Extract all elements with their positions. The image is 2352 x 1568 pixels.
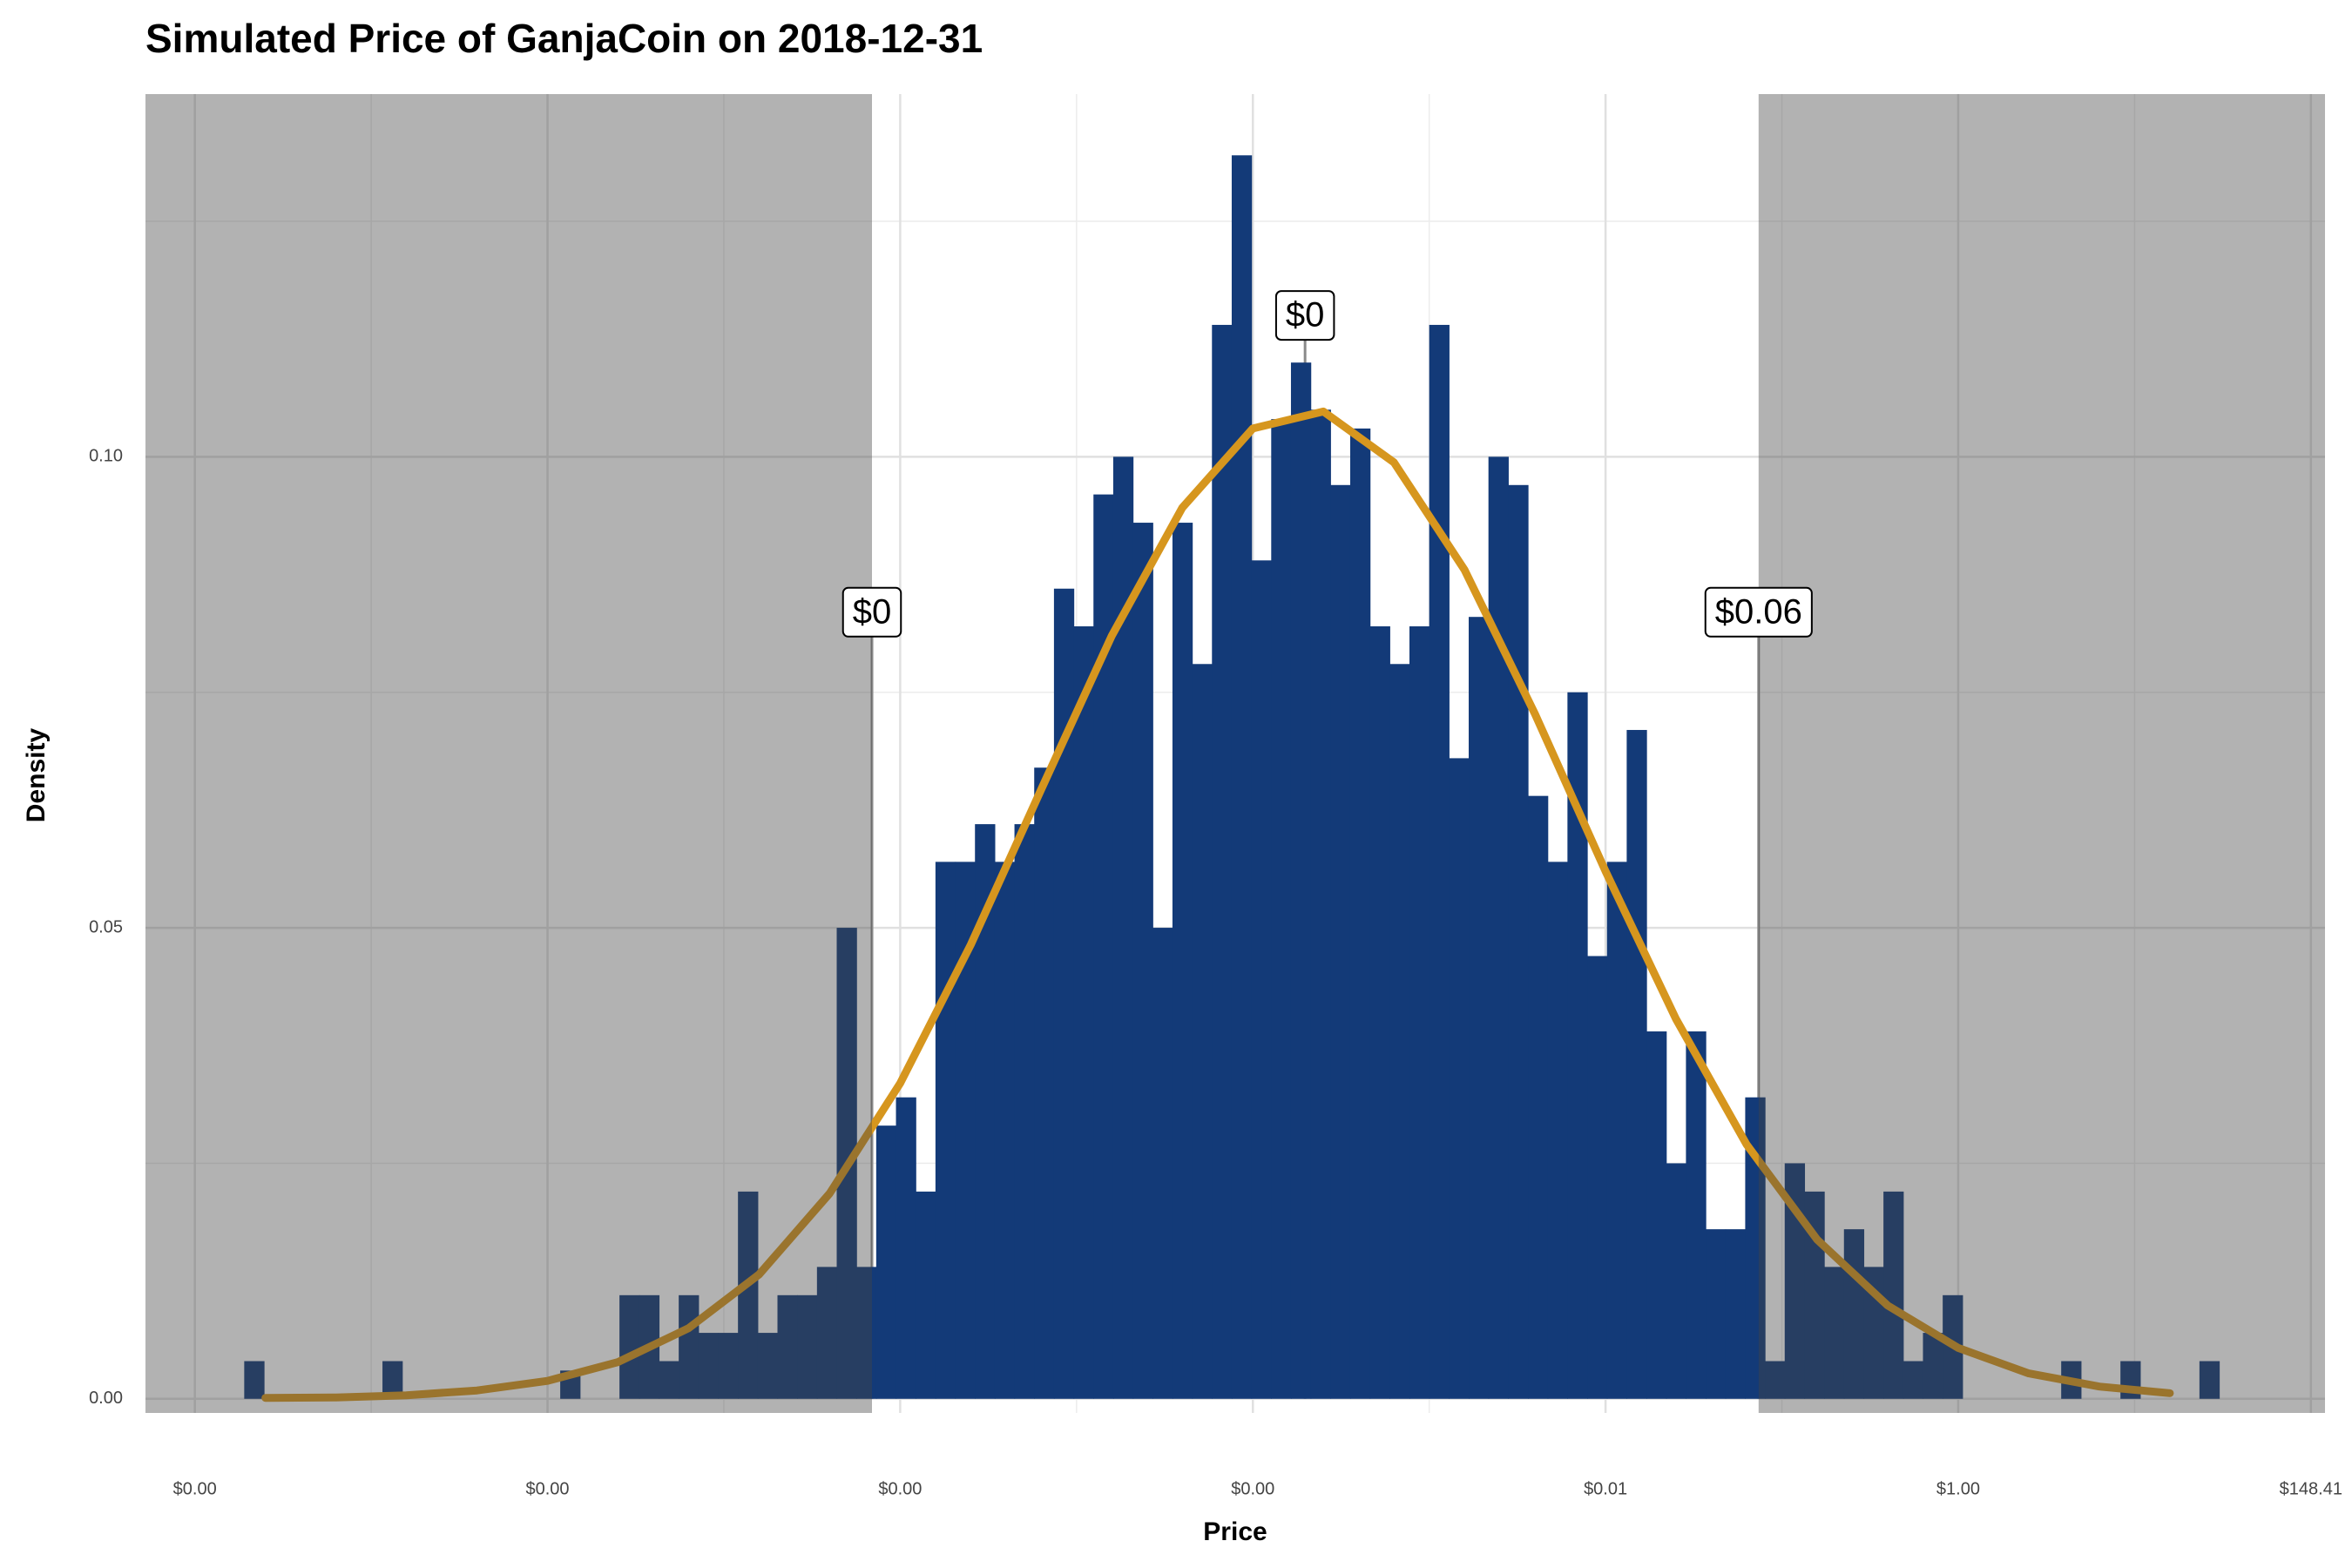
bar [1903, 1361, 1924, 1399]
bar [1488, 456, 1509, 1399]
bars [244, 155, 2220, 1399]
y-axis-title: Density [22, 728, 51, 823]
bar [1824, 1267, 1845, 1399]
bar [994, 862, 1016, 1399]
x-tick-label: $0.00 [526, 1479, 570, 1498]
bar [1666, 1163, 1687, 1399]
bar [2199, 1361, 2220, 1399]
bar [1725, 1229, 1747, 1399]
y-tick-label: 0.10 [89, 447, 123, 466]
y-tick-label: 0.05 [89, 917, 123, 936]
bar [1528, 795, 1549, 1399]
x-axis-title: Price [1203, 1517, 1267, 1546]
annotation-label: $0.06 [1715, 592, 1802, 631]
y-tick-label: 0.00 [89, 1389, 123, 1408]
bar [1290, 362, 1312, 1399]
annotation-box [1274, 290, 1335, 341]
bar [382, 1361, 403, 1399]
annotation-label: $0 [1286, 296, 1325, 335]
bar [1093, 494, 1114, 1399]
bar [1587, 956, 1608, 1399]
bar [916, 1191, 936, 1399]
bar [1765, 1361, 1786, 1399]
bar [1706, 1229, 1727, 1399]
bar [757, 1333, 779, 1399]
bar [1508, 484, 1529, 1399]
x-tick-label: $0.00 [173, 1479, 217, 1498]
annotation-box [1704, 586, 1813, 638]
curve-layer [261, 407, 2174, 1402]
bar [244, 1361, 265, 1399]
bar [1271, 419, 1292, 1399]
bar [1073, 626, 1094, 1399]
bar [975, 824, 996, 1399]
bar [1686, 1031, 1707, 1399]
bar [1547, 862, 1568, 1399]
x-tick-label: $0.00 [1231, 1479, 1274, 1498]
x-tick-label: $1.00 [1936, 1479, 1980, 1498]
annotation-label: $0 [853, 592, 892, 631]
bar [619, 1294, 640, 1399]
bar [1449, 758, 1470, 1399]
bar [1469, 617, 1490, 1399]
bar [1192, 664, 1213, 1399]
shaded-region [1758, 94, 2325, 1413]
bar [1429, 324, 1450, 1399]
bar [1231, 155, 1253, 1399]
bar [777, 1294, 798, 1399]
bar [875, 1125, 897, 1399]
bar [1014, 824, 1035, 1399]
bar [935, 862, 956, 1399]
bar [1330, 484, 1351, 1399]
shade-layer [145, 94, 2325, 1413]
bar [1923, 1333, 1943, 1399]
annotation-box [841, 586, 902, 638]
density-curve [261, 407, 2174, 1402]
bar [1567, 692, 1588, 1399]
bar [797, 1294, 818, 1399]
bar [1369, 626, 1390, 1399]
bar [1310, 409, 1331, 1399]
bar [896, 1097, 916, 1399]
bar [718, 1333, 739, 1399]
bar [1606, 862, 1627, 1399]
bar [1745, 1097, 1766, 1399]
bar [1112, 456, 1134, 1399]
bar [1626, 729, 1647, 1399]
bar [698, 1333, 720, 1399]
bar [1212, 324, 1233, 1399]
bar [1152, 928, 1173, 1399]
bar [816, 1267, 838, 1399]
x-tick-label: $148.41 [2280, 1479, 2342, 1498]
bar [659, 1361, 679, 1399]
labels: 0.00 0.05 0.10 $0.00 $0.00 $0.00 $0.00 $0.01 $1.… [89, 290, 2342, 1498]
bar [1409, 626, 1430, 1399]
x-tick-label: $0.00 [878, 1479, 922, 1498]
x-tick-label: $0.01 [1584, 1479, 1627, 1498]
bar [1883, 1191, 1904, 1399]
bar [1132, 523, 1153, 1399]
bar [1646, 1031, 1667, 1399]
chart-title: Simulated Price of GanjaCoin on 2018-12-… [145, 16, 983, 61]
bar [1172, 523, 1193, 1399]
bar [1034, 767, 1055, 1399]
bar [856, 1267, 877, 1399]
shaded-region [145, 94, 872, 1413]
bar [1251, 560, 1272, 1399]
bar [955, 862, 976, 1399]
bar [738, 1191, 759, 1399]
bar [1053, 588, 1075, 1399]
bar [1349, 428, 1371, 1399]
bar [1389, 664, 1410, 1399]
